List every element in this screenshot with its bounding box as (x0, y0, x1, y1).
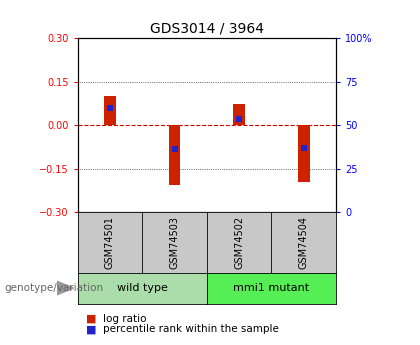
Bar (169, 125, 180, 185)
Text: ■: ■ (86, 325, 97, 334)
Text: GSM74504: GSM74504 (299, 216, 309, 269)
Text: genotype/variation: genotype/variation (4, 283, 103, 293)
Text: ■: ■ (86, 314, 97, 324)
Text: mmi1 mutant: mmi1 mutant (234, 283, 310, 293)
Text: log ratio: log ratio (103, 314, 147, 324)
Title: GDS3014 / 3964: GDS3014 / 3964 (150, 21, 264, 36)
Text: GSM74502: GSM74502 (234, 216, 244, 269)
Bar (298, 125, 310, 182)
Text: percentile rank within the sample: percentile rank within the sample (103, 325, 279, 334)
Bar (104, 96, 116, 125)
Text: wild type: wild type (117, 283, 168, 293)
Bar (234, 104, 245, 125)
Text: GSM74501: GSM74501 (105, 216, 115, 269)
Text: GSM74503: GSM74503 (170, 216, 180, 269)
Polygon shape (57, 281, 74, 295)
